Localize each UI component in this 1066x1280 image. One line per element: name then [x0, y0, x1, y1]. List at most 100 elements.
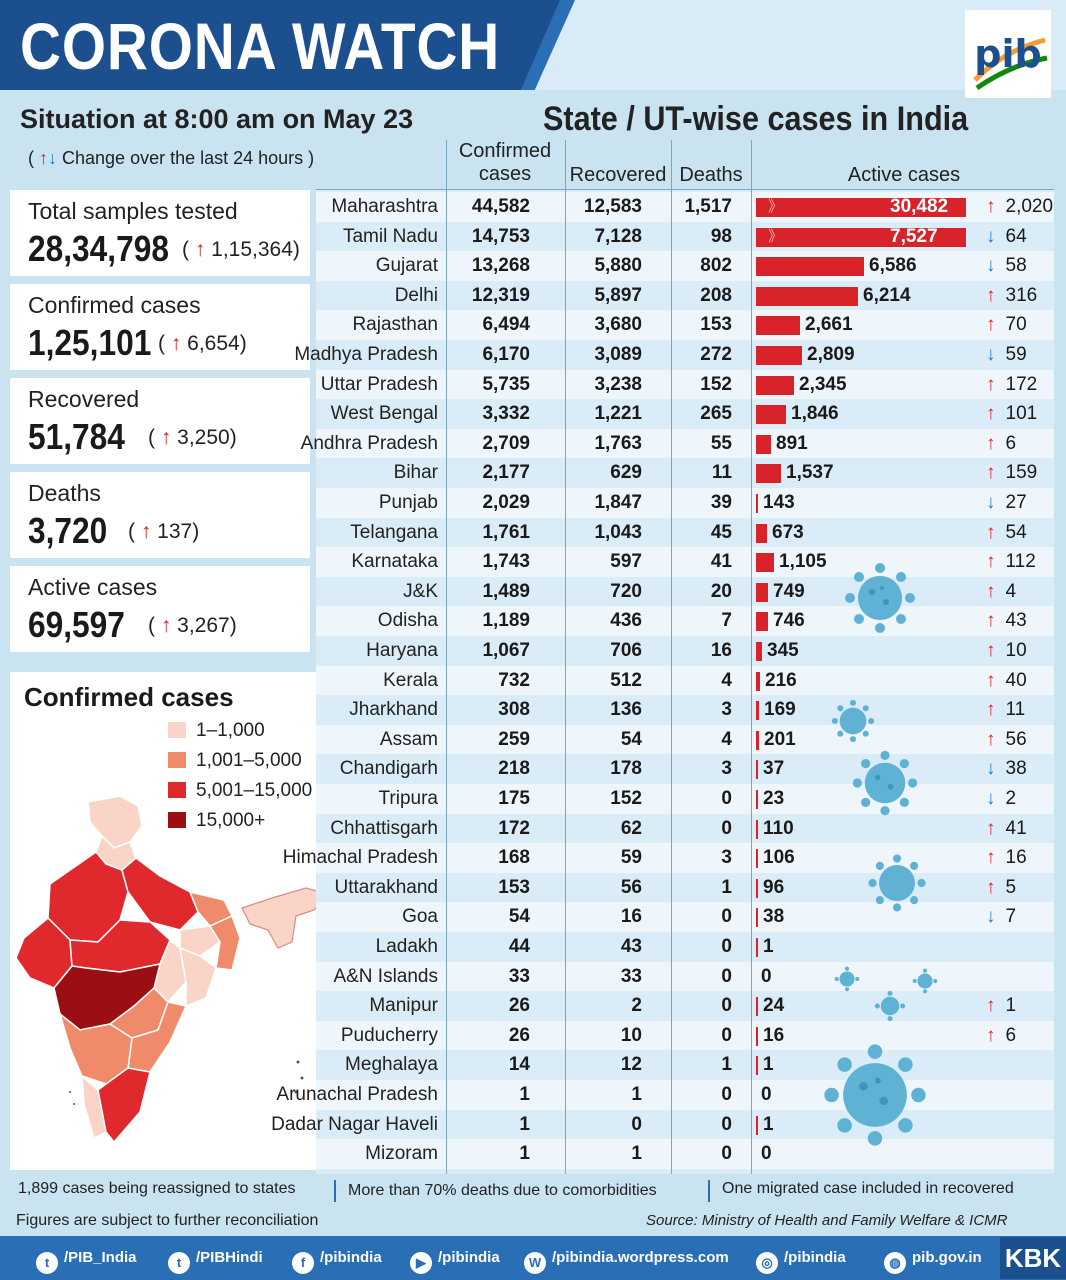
arrow-up-icon: ↑	[986, 699, 996, 721]
legend-label: 1–1,000	[196, 720, 265, 741]
active-value: 1	[763, 936, 774, 957]
wordpress-icon: W	[524, 1252, 546, 1274]
map-legend-item: 1–1,000	[168, 720, 265, 742]
deaths-value: 0	[721, 1024, 732, 1046]
map-island-dot	[294, 1090, 298, 1094]
state-name: Assam	[379, 728, 438, 750]
twitter-icon: t	[168, 1252, 190, 1274]
recovered-value: 7,128	[594, 225, 642, 247]
twitter-icon: t	[36, 1252, 58, 1274]
summary-value: 69,597	[28, 604, 125, 645]
active-value: 110	[763, 817, 794, 839]
confirmed-value: 1,761	[482, 521, 530, 543]
state-name: Kerala	[383, 669, 438, 691]
active-change-value: 43	[1005, 610, 1027, 632]
state-name: Manipur	[369, 995, 438, 1017]
virus-icon	[824, 1044, 926, 1146]
social-link[interactable]: t/PIB_India	[36, 1249, 137, 1274]
deaths-value: 153	[700, 314, 732, 336]
legend-swatch	[168, 782, 186, 798]
active-change: ↑ 4	[986, 581, 1016, 603]
recovered-value: 1,043	[594, 521, 642, 543]
active-value: 30,482	[890, 196, 949, 217]
summary-value: 28,34,798	[28, 228, 169, 269]
social-link[interactable]: ◍ pib.gov.in	[884, 1249, 982, 1274]
active-change: ↑ 11	[986, 699, 1025, 721]
confirmed-value: 1	[519, 1113, 530, 1135]
recovered-value: 597	[610, 551, 642, 573]
state-name: A&N Islands	[333, 965, 438, 987]
active-change-value: 64	[1005, 225, 1027, 247]
map-region-kerala	[81, 1074, 107, 1140]
active-value: 7,527	[890, 225, 938, 247]
table-row: Andhra Pradesh 2,709 1,763 55 891 ↑ 6	[301, 428, 1054, 459]
arrow-down-icon: ↓	[986, 492, 996, 513]
footer-note-reconciliation: Figures are subject to further reconcili…	[16, 1212, 319, 1229]
recovered-value: 1	[631, 1143, 642, 1165]
table-row: Jharkhand 308 136 3 169 ↑ 11	[316, 695, 1054, 725]
table-row: Kerala 732 512 4 216 ↑ 40	[316, 665, 1054, 696]
social-link[interactable]: ▶ /pibindia	[410, 1249, 500, 1274]
arrow-down-icon: ↓	[986, 788, 996, 809]
youtube-icon: ▶	[410, 1252, 432, 1274]
arrow-up-icon: ↑	[986, 314, 996, 336]
deaths-value: 208	[700, 284, 732, 306]
active-change-value: 172	[1005, 373, 1038, 395]
social-link[interactable]: t/PIBHindi	[168, 1249, 263, 1274]
table-row: Madhya Pradesh 6,170 3,089 272 2,809 ↓ 59	[294, 340, 1054, 370]
social-link[interactable]: f/pibindia	[292, 1249, 382, 1274]
active-cases-bar	[756, 938, 758, 957]
social-label: pib.gov.in	[912, 1249, 982, 1266]
column-divider	[565, 140, 566, 1174]
table-row: Puducherry 26 10 0 16 ↑ 6	[316, 1020, 1054, 1051]
map-island-dot	[300, 1076, 304, 1080]
active-cases-bar	[756, 494, 758, 513]
header-divider	[316, 189, 1054, 190]
active-change-value: 2	[1005, 788, 1017, 809]
table-row: Mizoram 1 1 0 0	[316, 1139, 1054, 1169]
table-row: Assam 259 54 4 201 ↑ 56	[316, 724, 1054, 755]
recovered-value: 512	[610, 669, 642, 691]
state-name: Goa	[402, 906, 438, 928]
confirmed-value: 5,735	[482, 373, 530, 395]
table-row: Gujarat 13,268 5,880 802 6,586 ↓ 58	[316, 251, 1054, 281]
summary-box-deaths: Deaths 3,720 ( ↑ 137)	[10, 472, 310, 558]
summary-change-value: 137	[157, 520, 193, 543]
arrow-up-icon: ↑	[986, 995, 996, 1017]
footer-separator	[334, 1180, 336, 1202]
state-name: Chandigarh	[339, 758, 438, 780]
active-change: ↓ 64	[986, 226, 1027, 248]
social-link[interactable]: ◎ /pibindia	[756, 1249, 846, 1274]
active-change-value: 58	[1005, 255, 1027, 277]
active-value: 96	[763, 876, 785, 898]
deaths-value: 4	[721, 728, 732, 750]
arrow-down-icon: ↓	[986, 225, 996, 247]
brand-badge: KBK	[1000, 1237, 1066, 1279]
deaths-value: 55	[710, 432, 732, 454]
social-link[interactable]: W/pibindia.wordpress.com	[524, 1249, 729, 1274]
confirmed-value: 153	[498, 876, 530, 898]
deaths-value: 0	[721, 906, 732, 928]
active-cases-bar	[756, 819, 758, 839]
arrow-down-icon: ↓	[986, 906, 996, 928]
summary-box-active: Active cases 69,597 ( ↑ 3,267)	[10, 566, 310, 652]
active-value: 106	[763, 847, 795, 869]
india-map	[15, 795, 320, 1144]
map-region-jh	[179, 925, 222, 957]
state-name: Haryana	[366, 640, 438, 661]
active-change: ↑ 172	[986, 374, 1037, 396]
virus-icon	[852, 750, 918, 816]
state-name: Dadar Nagar Haveli	[271, 1113, 438, 1135]
recovered-value: 1,763	[594, 432, 642, 454]
deaths-value: 802	[700, 255, 732, 277]
active-change-value: 159	[1005, 462, 1038, 484]
column-divider	[751, 140, 752, 1174]
active-value: 23	[763, 788, 785, 809]
confirmed-value: 13,268	[471, 255, 530, 277]
active-cases-bar	[756, 1056, 758, 1076]
recovered-value: 3,238	[594, 373, 642, 395]
active-change-value: 5	[1005, 876, 1017, 898]
active-cases-bar	[756, 316, 800, 336]
deaths-value: 7	[721, 610, 732, 632]
header-confirmed-line1: Confirmed	[458, 140, 552, 162]
